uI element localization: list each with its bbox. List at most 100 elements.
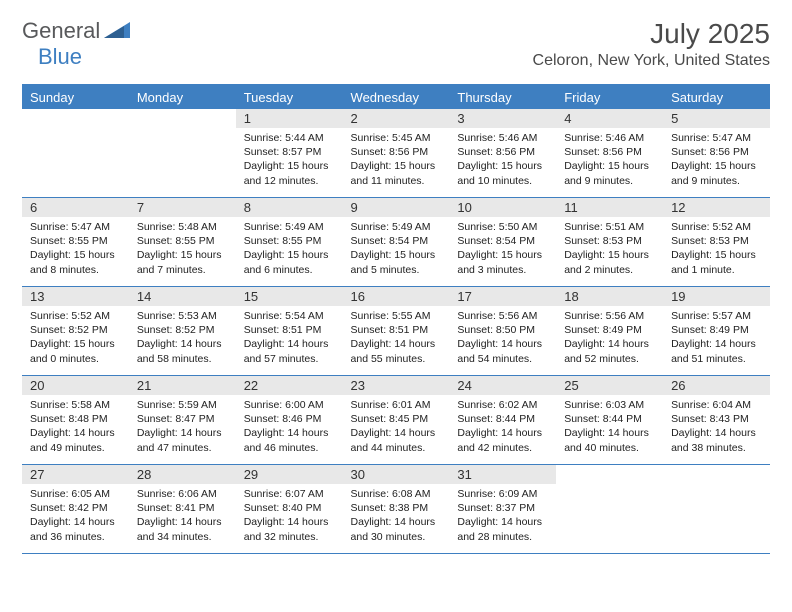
calendar-cell: 24Sunrise: 6:02 AMSunset: 8:44 PMDayligh…: [449, 376, 556, 465]
calendar-cell: 30Sunrise: 6:08 AMSunset: 8:38 PMDayligh…: [343, 465, 450, 554]
day-number: 28: [129, 465, 236, 484]
calendar-cell: 13Sunrise: 5:52 AMSunset: 8:52 PMDayligh…: [22, 287, 129, 376]
day-data: Sunrise: 6:04 AMSunset: 8:43 PMDaylight:…: [663, 395, 770, 461]
calendar-cell: 20Sunrise: 5:58 AMSunset: 8:48 PMDayligh…: [22, 376, 129, 465]
calendar-table: Sunday Monday Tuesday Wednesday Thursday…: [22, 84, 770, 554]
calendar-cell: 23Sunrise: 6:01 AMSunset: 8:45 PMDayligh…: [343, 376, 450, 465]
day-number: 20: [22, 376, 129, 395]
day-data: Sunrise: 6:03 AMSunset: 8:44 PMDaylight:…: [556, 395, 663, 461]
calendar-cell: 21Sunrise: 5:59 AMSunset: 8:47 PMDayligh…: [129, 376, 236, 465]
calendar-cell: 28Sunrise: 6:06 AMSunset: 8:41 PMDayligh…: [129, 465, 236, 554]
day-number: 7: [129, 198, 236, 217]
calendar-cell: 9Sunrise: 5:49 AMSunset: 8:54 PMDaylight…: [343, 198, 450, 287]
logo-text-blue: Blue: [38, 44, 82, 69]
day-number: 24: [449, 376, 556, 395]
weekday-header: Tuesday: [236, 85, 343, 109]
day-number: 31: [449, 465, 556, 484]
calendar-cell: 11Sunrise: 5:51 AMSunset: 8:53 PMDayligh…: [556, 198, 663, 287]
calendar-row: 13Sunrise: 5:52 AMSunset: 8:52 PMDayligh…: [22, 287, 770, 376]
day-data: Sunrise: 6:07 AMSunset: 8:40 PMDaylight:…: [236, 484, 343, 550]
day-number: 22: [236, 376, 343, 395]
logo: General: [22, 18, 132, 44]
day-number: 4: [556, 109, 663, 128]
day-data: Sunrise: 5:57 AMSunset: 8:49 PMDaylight:…: [663, 306, 770, 372]
day-number: 3: [449, 109, 556, 128]
day-data: Sunrise: 5:49 AMSunset: 8:54 PMDaylight:…: [343, 217, 450, 283]
calendar-cell: 10Sunrise: 5:50 AMSunset: 8:54 PMDayligh…: [449, 198, 556, 287]
calendar-row: ....1Sunrise: 5:44 AMSunset: 8:57 PMDayl…: [22, 109, 770, 198]
weekday-header: Saturday: [663, 85, 770, 109]
day-data: Sunrise: 5:47 AMSunset: 8:55 PMDaylight:…: [22, 217, 129, 283]
calendar-row: 27Sunrise: 6:05 AMSunset: 8:42 PMDayligh…: [22, 465, 770, 554]
day-data: Sunrise: 5:47 AMSunset: 8:56 PMDaylight:…: [663, 128, 770, 194]
calendar-cell: 22Sunrise: 6:00 AMSunset: 8:46 PMDayligh…: [236, 376, 343, 465]
day-data: Sunrise: 5:50 AMSunset: 8:54 PMDaylight:…: [449, 217, 556, 283]
day-data: Sunrise: 5:55 AMSunset: 8:51 PMDaylight:…: [343, 306, 450, 372]
calendar-row: 6Sunrise: 5:47 AMSunset: 8:55 PMDaylight…: [22, 198, 770, 287]
calendar-cell: 27Sunrise: 6:05 AMSunset: 8:42 PMDayligh…: [22, 465, 129, 554]
calendar-cell: 5Sunrise: 5:47 AMSunset: 8:56 PMDaylight…: [663, 109, 770, 198]
day-data: Sunrise: 6:08 AMSunset: 8:38 PMDaylight:…: [343, 484, 450, 550]
day-data: Sunrise: 5:58 AMSunset: 8:48 PMDaylight:…: [22, 395, 129, 461]
day-data: Sunrise: 5:52 AMSunset: 8:53 PMDaylight:…: [663, 217, 770, 283]
day-data: Sunrise: 6:01 AMSunset: 8:45 PMDaylight:…: [343, 395, 450, 461]
calendar-cell: 18Sunrise: 5:56 AMSunset: 8:49 PMDayligh…: [556, 287, 663, 376]
weekday-header: Wednesday: [343, 85, 450, 109]
day-number: 5: [663, 109, 770, 128]
calendar-body: ....1Sunrise: 5:44 AMSunset: 8:57 PMDayl…: [22, 109, 770, 554]
calendar-cell: 6Sunrise: 5:47 AMSunset: 8:55 PMDaylight…: [22, 198, 129, 287]
logo-triangle-icon: [104, 20, 130, 43]
calendar-cell: ..: [556, 465, 663, 554]
calendar-cell: 8Sunrise: 5:49 AMSunset: 8:55 PMDaylight…: [236, 198, 343, 287]
day-number: 25: [556, 376, 663, 395]
day-number: 18: [556, 287, 663, 306]
calendar-cell: 17Sunrise: 5:56 AMSunset: 8:50 PMDayligh…: [449, 287, 556, 376]
calendar-cell: ..: [663, 465, 770, 554]
day-data: Sunrise: 5:54 AMSunset: 8:51 PMDaylight:…: [236, 306, 343, 372]
day-data: Sunrise: 5:56 AMSunset: 8:50 PMDaylight:…: [449, 306, 556, 372]
calendar-cell: 25Sunrise: 6:03 AMSunset: 8:44 PMDayligh…: [556, 376, 663, 465]
calendar-cell: 1Sunrise: 5:44 AMSunset: 8:57 PMDaylight…: [236, 109, 343, 198]
calendar-cell: 15Sunrise: 5:54 AMSunset: 8:51 PMDayligh…: [236, 287, 343, 376]
day-data: Sunrise: 5:59 AMSunset: 8:47 PMDaylight:…: [129, 395, 236, 461]
calendar-row: 20Sunrise: 5:58 AMSunset: 8:48 PMDayligh…: [22, 376, 770, 465]
calendar-cell: 29Sunrise: 6:07 AMSunset: 8:40 PMDayligh…: [236, 465, 343, 554]
day-data: Sunrise: 6:00 AMSunset: 8:46 PMDaylight:…: [236, 395, 343, 461]
calendar-cell: 3Sunrise: 5:46 AMSunset: 8:56 PMDaylight…: [449, 109, 556, 198]
calendar-cell: 7Sunrise: 5:48 AMSunset: 8:55 PMDaylight…: [129, 198, 236, 287]
day-data: Sunrise: 5:45 AMSunset: 8:56 PMDaylight:…: [343, 128, 450, 194]
day-data: Sunrise: 6:02 AMSunset: 8:44 PMDaylight:…: [449, 395, 556, 461]
weekday-header: Thursday: [449, 85, 556, 109]
day-number: 19: [663, 287, 770, 306]
day-number: 27: [22, 465, 129, 484]
calendar-cell: ..: [129, 109, 236, 198]
day-data: Sunrise: 5:44 AMSunset: 8:57 PMDaylight:…: [236, 128, 343, 194]
day-number: 26: [663, 376, 770, 395]
day-number: 30: [343, 465, 450, 484]
day-number: 23: [343, 376, 450, 395]
day-number: 21: [129, 376, 236, 395]
day-number: 6: [22, 198, 129, 217]
day-number: 10: [449, 198, 556, 217]
day-number: 11: [556, 198, 663, 217]
weekday-header-row: Sunday Monday Tuesday Wednesday Thursday…: [22, 85, 770, 109]
weekday-header: Sunday: [22, 85, 129, 109]
day-number: 17: [449, 287, 556, 306]
day-data: Sunrise: 6:05 AMSunset: 8:42 PMDaylight:…: [22, 484, 129, 550]
page: General July 2025 Celoron, New York, Uni…: [0, 0, 792, 572]
day-data: Sunrise: 5:53 AMSunset: 8:52 PMDaylight:…: [129, 306, 236, 372]
calendar-cell: 16Sunrise: 5:55 AMSunset: 8:51 PMDayligh…: [343, 287, 450, 376]
day-number: 13: [22, 287, 129, 306]
day-number: 1: [236, 109, 343, 128]
calendar-cell: 14Sunrise: 5:53 AMSunset: 8:52 PMDayligh…: [129, 287, 236, 376]
weekday-header: Friday: [556, 85, 663, 109]
day-number: 8: [236, 198, 343, 217]
day-number: 16: [343, 287, 450, 306]
day-data: Sunrise: 5:49 AMSunset: 8:55 PMDaylight:…: [236, 217, 343, 283]
logo-text-general: General: [22, 18, 100, 44]
day-number: 2: [343, 109, 450, 128]
calendar-cell: 31Sunrise: 6:09 AMSunset: 8:37 PMDayligh…: [449, 465, 556, 554]
day-number: 14: [129, 287, 236, 306]
day-data: Sunrise: 5:46 AMSunset: 8:56 PMDaylight:…: [556, 128, 663, 194]
weekday-header: Monday: [129, 85, 236, 109]
